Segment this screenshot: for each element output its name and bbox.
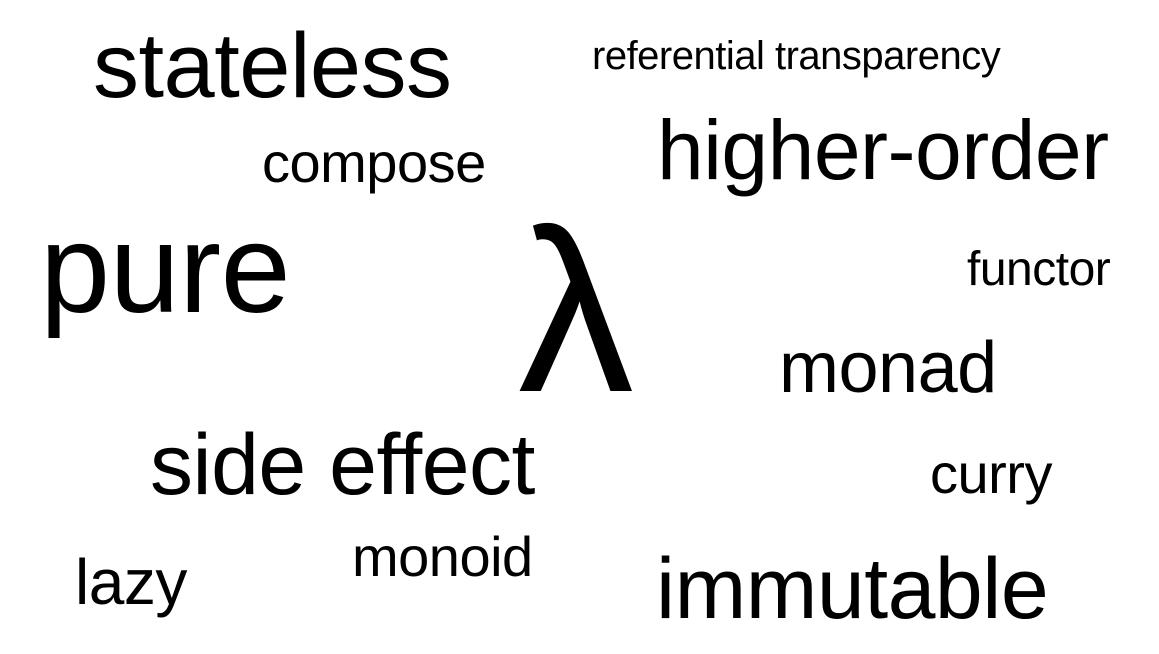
word-stateless: stateless bbox=[93, 15, 452, 117]
word-functor: functor bbox=[967, 243, 1111, 296]
word-pure: pure bbox=[40, 198, 291, 339]
word-curry: curry bbox=[930, 442, 1052, 505]
word-side-effect: side effect bbox=[150, 417, 535, 513]
word-higher-order: higher-order bbox=[657, 103, 1109, 197]
word-immutable: immutable bbox=[656, 541, 1049, 637]
word-monoid: monoid bbox=[352, 525, 533, 588]
word-referential-transparency: referential transparency bbox=[592, 34, 1001, 78]
word-monad: monad bbox=[779, 328, 997, 408]
lambda-symbol: λ bbox=[518, 182, 634, 441]
word-lazy: lazy bbox=[75, 546, 187, 618]
word-compose: compose bbox=[262, 131, 486, 194]
